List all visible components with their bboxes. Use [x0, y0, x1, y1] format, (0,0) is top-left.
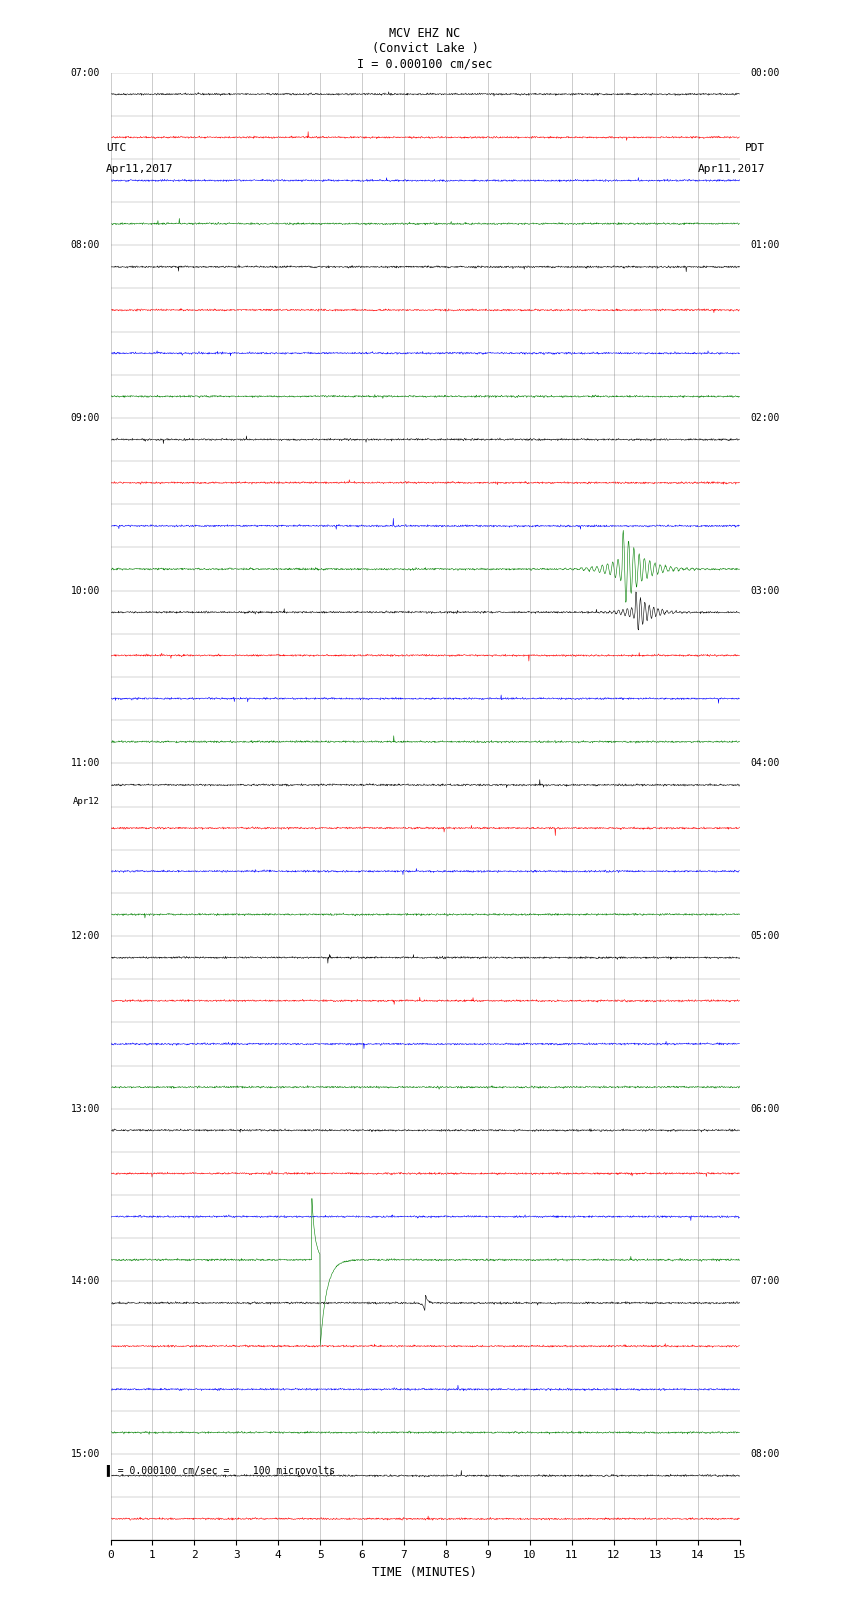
- Text: UTC: UTC: [106, 144, 127, 153]
- Text: Apr12: Apr12: [73, 797, 100, 806]
- Text: 00:00: 00:00: [750, 68, 779, 77]
- Text: Apr11,2017: Apr11,2017: [106, 165, 173, 174]
- Text: 15:00: 15:00: [71, 1448, 100, 1460]
- Text: 08:00: 08:00: [71, 240, 100, 250]
- Text: 07:00: 07:00: [750, 1276, 779, 1287]
- Text: 11:00: 11:00: [71, 758, 100, 768]
- Text: 06:00: 06:00: [750, 1103, 779, 1113]
- Title: MCV EHZ NC
(Convict Lake )
I = 0.000100 cm/sec: MCV EHZ NC (Convict Lake ) I = 0.000100 …: [357, 27, 493, 69]
- Text: 07:00: 07:00: [71, 68, 100, 77]
- Text: 03:00: 03:00: [750, 586, 779, 595]
- Text: 12:00: 12:00: [71, 931, 100, 940]
- Text: Apr11,2017: Apr11,2017: [698, 165, 765, 174]
- Text: 13:00: 13:00: [71, 1103, 100, 1113]
- Text: 09:00: 09:00: [71, 413, 100, 423]
- Text: 04:00: 04:00: [750, 758, 779, 768]
- Text: ▌ = 0.000100 cm/sec =    100 microvolts: ▌ = 0.000100 cm/sec = 100 microvolts: [106, 1465, 336, 1476]
- Text: 14:00: 14:00: [71, 1276, 100, 1287]
- X-axis label: TIME (MINUTES): TIME (MINUTES): [372, 1566, 478, 1579]
- Text: PDT: PDT: [745, 144, 765, 153]
- Text: 01:00: 01:00: [750, 240, 779, 250]
- Text: 05:00: 05:00: [750, 931, 779, 940]
- Text: 08:00: 08:00: [750, 1448, 779, 1460]
- Text: 02:00: 02:00: [750, 413, 779, 423]
- Text: 10:00: 10:00: [71, 586, 100, 595]
